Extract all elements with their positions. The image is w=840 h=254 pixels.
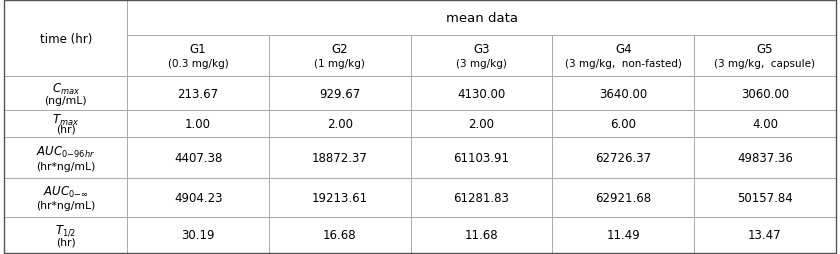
Bar [269,36,411,77]
Text: G3: G3 [473,43,490,56]
Text: 62921.68: 62921.68 [596,191,651,204]
Text: G1: G1 [190,43,207,56]
Bar [411,36,553,77]
Text: mean data: mean data [445,12,517,25]
Text: (3 mg/kg): (3 mg/kg) [456,59,507,69]
Text: time (hr): time (hr) [39,33,92,46]
Bar [269,110,411,137]
Bar [4,178,128,217]
Bar [4,110,128,137]
Text: 213.67: 213.67 [177,87,218,100]
Text: $T_{1/2}$: $T_{1/2}$ [55,223,76,237]
Text: 4.00: 4.00 [752,117,778,130]
Text: (3 mg/kg,  non-fasted): (3 mg/kg, non-fasted) [564,59,682,69]
Bar [128,36,269,77]
Text: (hr*ng/mL): (hr*ng/mL) [36,161,96,171]
Text: (hr*ng/mL): (hr*ng/mL) [36,200,96,210]
Text: (ng/mL): (ng/mL) [45,96,87,105]
Text: 4407.38: 4407.38 [174,151,223,164]
Bar [694,77,836,110]
Text: G5: G5 [757,43,773,56]
Bar [128,110,269,137]
Bar [411,137,553,178]
Bar [269,217,411,253]
Bar [128,217,269,253]
Bar [4,77,128,110]
Bar [128,1,836,36]
Text: 13.47: 13.47 [748,228,782,241]
Text: 19213.61: 19213.61 [312,191,368,204]
Text: (0.3 mg/kg): (0.3 mg/kg) [168,59,228,69]
Text: $AUC_{0\mathregular{-}\infty}$: $AUC_{0\mathregular{-}\infty}$ [43,185,88,200]
Bar [553,110,694,137]
Text: 62726.37: 62726.37 [596,151,651,164]
Text: 6.00: 6.00 [610,117,636,130]
Text: G2: G2 [332,43,348,56]
Bar [694,110,836,137]
Text: G4: G4 [615,43,632,56]
Bar [411,77,553,110]
Text: 61281.83: 61281.83 [454,191,510,204]
Text: 929.67: 929.67 [319,87,360,100]
Text: (3 mg/kg,  capsule): (3 mg/kg, capsule) [715,59,816,69]
Bar [553,137,694,178]
Bar [269,137,411,178]
Text: $T_{max}$: $T_{max}$ [52,113,79,128]
Text: 61103.91: 61103.91 [454,151,510,164]
Text: 18872.37: 18872.37 [312,151,368,164]
Bar [128,178,269,217]
Bar [411,178,553,217]
Text: $AUC_{0\mathregular{-}96hr}$: $AUC_{0\mathregular{-}96hr}$ [36,144,95,159]
Text: 16.68: 16.68 [323,228,357,241]
Text: 50157.84: 50157.84 [737,191,793,204]
Bar [128,77,269,110]
Text: (hr): (hr) [56,237,76,247]
Text: 11.49: 11.49 [606,228,640,241]
Text: $C_{max}$: $C_{max}$ [51,82,80,97]
Text: 30.19: 30.19 [181,228,215,241]
Text: 4904.23: 4904.23 [174,191,223,204]
Bar [269,178,411,217]
Text: (hr): (hr) [56,124,76,134]
Bar [553,178,694,217]
Bar [694,217,836,253]
Text: 2.00: 2.00 [469,117,495,130]
Text: 49837.36: 49837.36 [737,151,793,164]
Text: 3060.00: 3060.00 [741,87,789,100]
Bar [4,217,128,253]
Text: 1.00: 1.00 [185,117,211,130]
Bar [553,77,694,110]
Text: 2.00: 2.00 [327,117,353,130]
Bar [694,178,836,217]
Text: 4130.00: 4130.00 [458,87,506,100]
Bar [411,217,553,253]
Bar [4,137,128,178]
Bar [553,217,694,253]
Bar [128,137,269,178]
Text: (1 mg/kg): (1 mg/kg) [314,59,365,69]
Bar [694,137,836,178]
Text: 11.68: 11.68 [465,228,498,241]
Bar [4,1,128,77]
Text: 3640.00: 3640.00 [599,87,648,100]
Bar [269,77,411,110]
Bar [694,36,836,77]
Bar [411,110,553,137]
Bar [553,36,694,77]
